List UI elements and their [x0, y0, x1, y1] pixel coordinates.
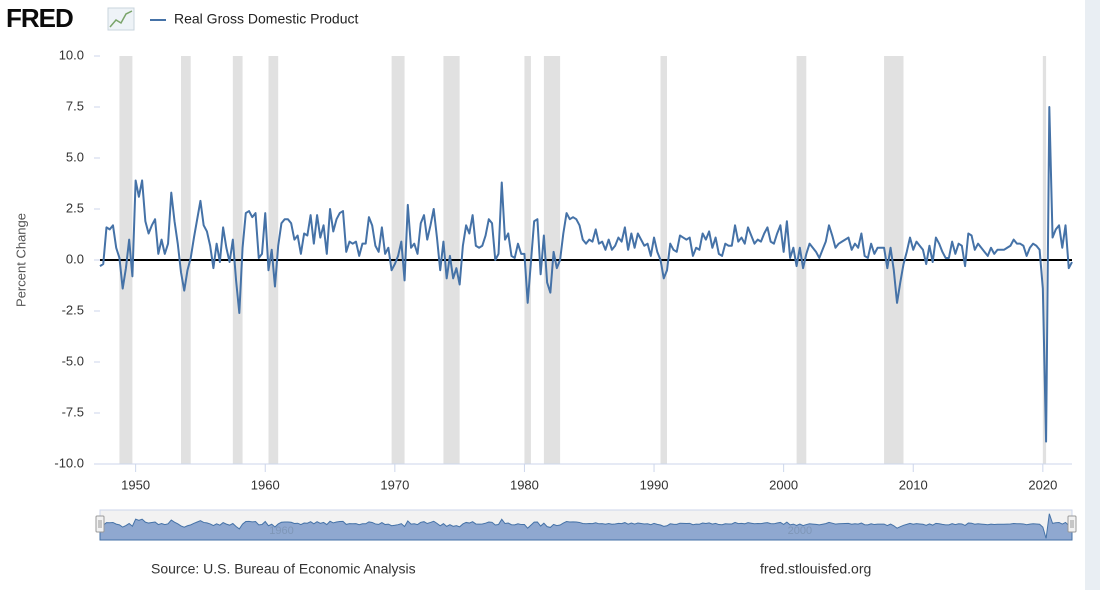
y-tick-label: 0.0: [66, 251, 84, 266]
navigator-handle[interactable]: [1067, 515, 1077, 533]
series-line: [99, 106, 1073, 443]
y-tick-label: -2.5: [62, 302, 84, 317]
site: fred.stlouisfed.org: [760, 561, 871, 577]
logo-icon: [107, 7, 135, 31]
y-axis-title: Percent Change: [13, 213, 28, 307]
x-tick-label: 1990: [640, 477, 669, 492]
y-tick-label: -10.0: [54, 455, 84, 470]
x-tick-label: 2020: [1028, 477, 1057, 492]
y-tick-label: 2.5: [66, 200, 84, 215]
plot: 10.0 7.5 5.0 2.5 0.0 -2.5 -5.0 -7.5 -10.0 1950 196…: [54, 47, 1077, 541]
y-tick-label: 7.5: [66, 98, 84, 113]
x-tick-label: 2000: [769, 477, 798, 492]
navigator-tick-label: 1960: [269, 525, 293, 537]
logo: FRED: [6, 3, 73, 33]
x-tick-label: 1970: [380, 477, 409, 492]
y-tick-label: 5.0: [66, 149, 84, 164]
x-tick-label: 1950: [121, 477, 150, 492]
legend-label: Real Gross Domestic Product: [174, 11, 359, 27]
x-tick-label: 1960: [251, 477, 280, 492]
navigator-handle[interactable]: [95, 515, 105, 533]
navigator-tick-label: 2000: [788, 525, 812, 537]
source: Source: U.S. Bureau of Economic Analysis: [151, 561, 416, 577]
y-tick-label: 10.0: [59, 47, 84, 62]
navigator-area: [99, 513, 1073, 541]
x-tick-label: 2010: [899, 477, 928, 492]
y-tick-label: -5.0: [62, 353, 84, 368]
y-tick-label: -7.5: [62, 404, 84, 419]
x-tick-label: 1980: [510, 477, 539, 492]
